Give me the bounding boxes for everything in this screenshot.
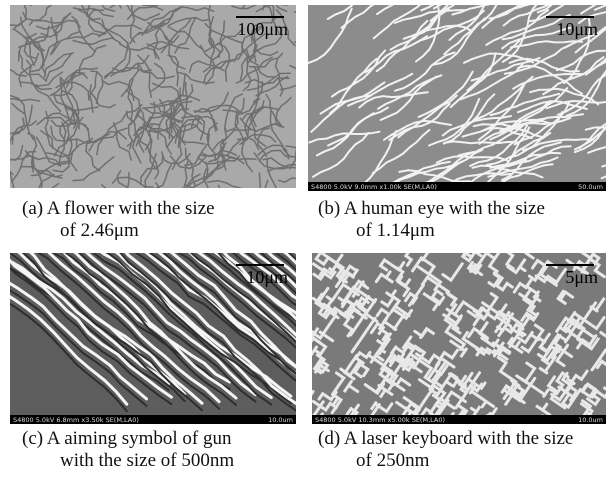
micrograph: 5μm S4800 5.0kV 10.3mm x5.00k SE(M,LA0) 10… bbox=[312, 253, 606, 424]
caption-line: (b) A human eye with the size bbox=[318, 198, 545, 220]
figure: 100μm (a) A flower with the sizeof 2.46μm… bbox=[0, 0, 616, 480]
micrograph: 10μm S4800 5.0kV 9.0mm x1.00k SE(M,LA0) 50… bbox=[308, 5, 606, 191]
scale-label: 5μm bbox=[565, 267, 598, 287]
caption: (c) A aiming symbol of gunwith the size … bbox=[22, 428, 234, 472]
scale-label: 10μm bbox=[246, 267, 288, 287]
caption-line: (d) A laser keyboard with the size bbox=[318, 428, 573, 450]
sem-info: S4800 5.0kV 9.0mm x1.00k SE(M,LA0) bbox=[311, 183, 437, 191]
micrograph: 100μm bbox=[10, 5, 296, 188]
scale-label: 100μm bbox=[237, 19, 288, 39]
caption-line: (c) A aiming symbol of gun bbox=[22, 428, 234, 450]
sem-info: S4800 5.0kV 10.3mm x5.00k SE(M,LA0) bbox=[315, 416, 445, 424]
sem-info: S4800 5.0kV 6.8mm x3.50k SE(M,LA0) bbox=[13, 416, 139, 424]
caption-line: with the size of 500nm bbox=[22, 450, 234, 472]
caption-line: of 1.14μm bbox=[318, 220, 545, 242]
caption-line: of 250nm bbox=[318, 450, 573, 472]
scale-label: 10μm bbox=[556, 19, 598, 39]
caption-line: of 2.46μm bbox=[22, 220, 215, 242]
sem-scale: 10.0um bbox=[268, 416, 293, 424]
caption-line: (a) A flower with the size bbox=[22, 198, 215, 220]
sem-scale: 10.0um bbox=[578, 416, 603, 424]
sem-scale: 50.0um bbox=[578, 183, 603, 191]
caption: (d) A laser keyboard with the sizeof 250… bbox=[318, 428, 573, 472]
micrograph: 10μm S4800 5.0kV 6.8mm x3.50k SE(M,LA0) 10… bbox=[10, 253, 296, 424]
